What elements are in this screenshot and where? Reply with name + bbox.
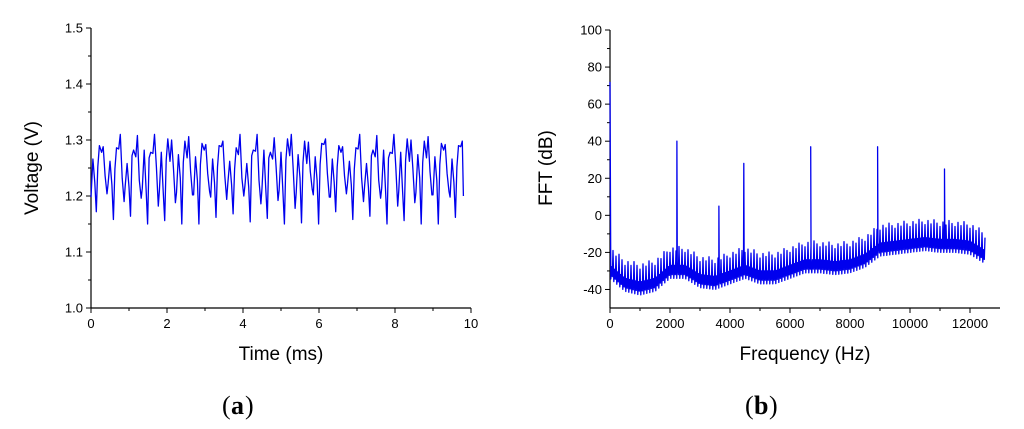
x-tick-label: 6000 <box>776 316 805 331</box>
x-tick-label: 10 <box>464 316 478 331</box>
x-tick-label: 6 <box>315 316 322 331</box>
x-axis-title: Time (ms) <box>239 344 324 365</box>
y-tick-label: -20 <box>583 245 602 260</box>
fft-series-line <box>609 81 986 296</box>
panel-label-a: ( a ) <box>222 391 254 420</box>
x-tick-label: 2 <box>163 316 170 331</box>
y-tick-label: 1.0 <box>65 301 83 316</box>
y-tick-label: 100 <box>580 23 602 38</box>
y-tick-label: 1.4 <box>65 77 83 92</box>
y-tick-label: 1.2 <box>65 189 83 204</box>
y-tick-label: 60 <box>588 97 602 112</box>
svg-text:(: ( <box>745 391 754 420</box>
voltage-series-line <box>90 133 465 225</box>
x-tick-label: 0 <box>87 316 94 331</box>
x-tick-label: 0 <box>606 316 613 331</box>
y-tick-label: 20 <box>588 171 602 186</box>
y-tick-label: 80 <box>588 60 602 75</box>
panel-label-a-letter: a <box>231 391 244 420</box>
svg-text:(: ( <box>222 391 231 420</box>
x-ticks: 0 2 4 6 8 10 <box>87 308 478 331</box>
svg-text:): ) <box>769 391 778 420</box>
panel-label-b: ( b ) <box>745 391 778 420</box>
x-tick-label: 8000 <box>836 316 865 331</box>
x-tick-label: 2000 <box>656 316 685 331</box>
x-tick-label: 10000 <box>892 316 928 331</box>
y-tick-label: 40 <box>588 134 602 149</box>
x-ticks: 0 2000 4000 6000 8000 10000 12000 <box>606 308 988 331</box>
y-tick-label: 1.5 <box>65 21 83 36</box>
y-ticks: -40 -20 0 20 40 60 80 100 <box>580 23 610 297</box>
x-axis-title: Frequency (Hz) <box>740 344 871 365</box>
panel-label-b-letter: b <box>754 391 768 420</box>
y-tick-label: 1.1 <box>65 245 83 260</box>
y-tick-label: 1.3 <box>65 133 83 148</box>
x-tick-label: 8 <box>391 316 398 331</box>
y-tick-label: -40 <box>583 282 602 297</box>
x-tick-label: 12000 <box>952 316 988 331</box>
y-tick-label: 0 <box>595 208 602 223</box>
x-tick-label: 4 <box>239 316 246 331</box>
y-axis-title: Voltage (V) <box>22 121 43 215</box>
svg-text:): ) <box>245 391 254 420</box>
y-ticks: 1.0 1.1 1.2 1.3 1.4 1.5 <box>65 21 91 316</box>
x-tick-label: 4000 <box>716 316 745 331</box>
fft-chart: -40 -20 0 20 40 60 80 100 0 2000 4000 6000 8000 1000… <box>536 23 1000 420</box>
voltage-chart: 1.0 1.1 1.2 1.3 1.4 1.5 0 2 4 6 8 10 Time (ms) Vol… <box>22 21 478 421</box>
y-axis-title: FFT (dB) <box>536 130 557 206</box>
